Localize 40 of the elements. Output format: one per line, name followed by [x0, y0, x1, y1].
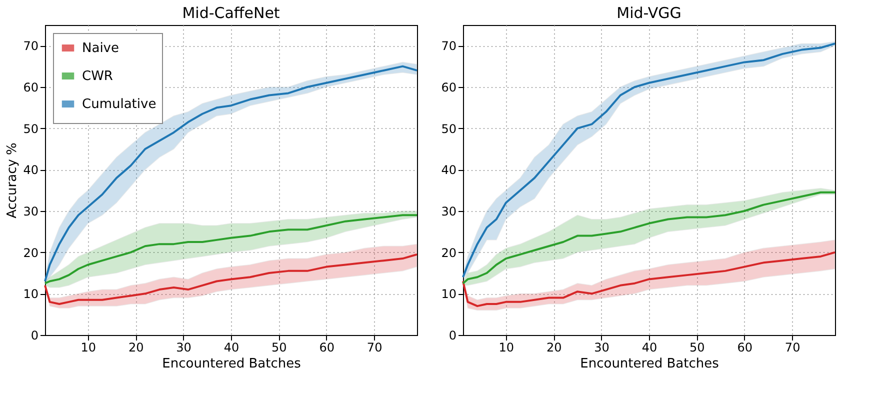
x-axis-title: Encountered Batches — [580, 356, 720, 372]
y-tick-label: 10 — [441, 287, 456, 302]
x-tick-label: 70 — [784, 340, 800, 354]
x-tick-label: 10 — [80, 340, 96, 354]
x-tick-label: 70 — [366, 340, 382, 354]
y-axis-title: Accuracy % — [5, 142, 20, 218]
x-tick-label: 40 — [642, 340, 658, 354]
x-tick-label: 10 — [498, 340, 514, 354]
y-tick-label: 30 — [23, 204, 38, 218]
y-tick-label: 60 — [441, 80, 456, 94]
x-tick-label: 40 — [224, 340, 240, 354]
chart-title: Mid-VGG — [616, 4, 682, 22]
x-tick-label: 50 — [690, 340, 705, 354]
x-tick-label: 30 — [594, 340, 610, 354]
y-tick-label: 50 — [23, 122, 38, 136]
y-tick-label: 0 — [30, 328, 38, 342]
y-tick-label: 20 — [441, 246, 456, 260]
legend-label: Cumulative — [82, 97, 156, 112]
x-tick-label: 20 — [546, 340, 562, 354]
y-tick-label: 50 — [441, 122, 456, 136]
y-tick-label: 40 — [23, 163, 38, 178]
y-tick-label: 10 — [23, 287, 38, 302]
line-series — [44, 253, 418, 305]
y-tick-label: 0 — [448, 328, 456, 342]
x-tick-label: 60 — [319, 340, 335, 354]
x-tick-label: 50 — [272, 340, 287, 354]
y-tick-label: 20 — [23, 246, 38, 260]
line-series — [462, 251, 836, 308]
y-tick-label: 30 — [441, 204, 456, 218]
y-tick-label: 70 — [441, 39, 456, 54]
y-tick-label: 40 — [441, 163, 456, 178]
legend-label: CWR — [82, 69, 113, 84]
x-tick-label: 20 — [128, 340, 144, 354]
x-tick-label: 30 — [176, 340, 192, 354]
x-tick-label: 60 — [737, 340, 753, 354]
legend-label: Naive — [82, 41, 119, 56]
y-tick-label: 60 — [23, 80, 38, 94]
chart-title: Mid-CaffeNet — [182, 4, 280, 22]
y-tick-label: 70 — [23, 39, 38, 54]
x-axis-title: Encountered Batches — [162, 356, 302, 372]
